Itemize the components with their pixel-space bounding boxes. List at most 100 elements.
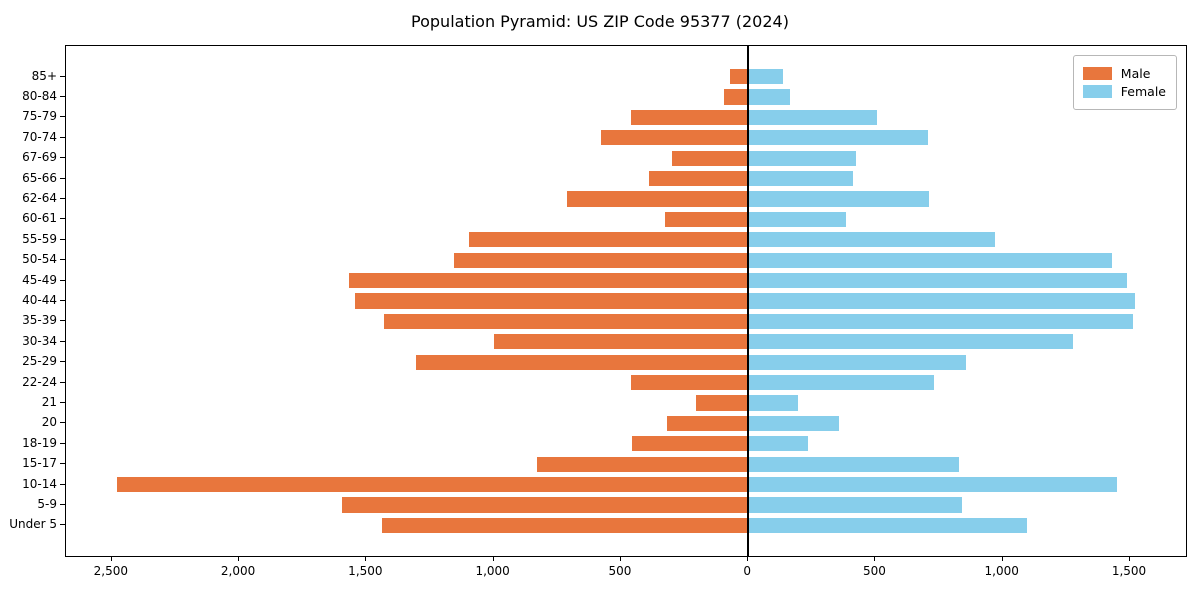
bar-male-35-39 [384,313,749,330]
bar-male-15-17 [536,456,749,472]
legend-item-male: Male [1082,66,1166,81]
bar-female-15-17 [748,456,960,472]
y-axis-tick [60,504,65,505]
bar-male-85+ [730,68,749,85]
x-axis-tick [365,556,367,561]
y-axis-tick [60,116,65,118]
bar-female-45-49 [748,272,1128,289]
bar-male-70-74 [600,130,749,146]
y-axis-tick-label-22-24: 22-24 [22,374,57,389]
bar-male-62-64 [567,191,749,207]
x-axis-tick-label: 2,000 [220,564,256,578]
y-axis-tick [60,442,65,444]
y-axis-tick-label-5-9: 5-9 [37,497,57,511]
bar-female-30-34 [748,334,1073,350]
y-axis-tick [60,422,65,424]
y-axis-tick-label-20: 20 [41,415,57,430]
bar-female-62-64 [748,191,929,207]
y-axis-tick-label-30-34: 30-34 [22,333,57,348]
bar-male-10-14 [116,476,749,493]
bar-female-25-29 [748,354,966,370]
y-axis-tick [60,75,65,77]
y-axis-tick-label-21: 21 [41,395,57,409]
x-axis-tick-label: 1,000 [984,564,1019,578]
x-axis-tick [110,556,112,561]
y-axis-tick-label-25-29: 25-29 [22,354,57,369]
y-axis-tick [60,381,65,383]
y-axis-tick [60,320,65,322]
x-axis-tick-label: 0 [743,564,751,578]
legend: Male Female [1072,55,1177,110]
plot-area: Male Female [65,45,1187,557]
bar-male-40-44 [354,293,749,309]
y-axis-tick-label-10-14: 10-14 [22,476,57,491]
y-axis-tick-label-50-54: 50-54 [22,252,57,267]
y-axis-tick-label-85+: 85+ [31,68,57,83]
legend-swatch-female [1082,85,1112,98]
bar-male-20 [666,415,749,432]
x-axis-tick-label: 1,000 [475,564,510,578]
bar-male-55-59 [469,232,749,248]
y-axis-tick-label-18-19: 18-19 [22,435,57,450]
bar-female-50-54 [748,252,1113,268]
bar-female-35-39 [748,313,1133,330]
bar-female-65-66 [748,170,853,187]
bar-female-60-61 [748,211,847,228]
bar-female-20 [748,415,839,432]
x-axis-tick [1129,556,1130,561]
y-axis-tick [60,361,65,363]
x-axis-tick-label: 1,500 [1111,564,1147,578]
y-axis-tick [60,402,65,403]
chart-title: Population Pyramid: US ZIP Code 95377 (2… [411,12,789,31]
bar-female-67-69 [748,150,857,166]
y-axis-tick [60,218,65,220]
y-axis-tick-label-65-66: 65-66 [22,170,57,185]
y-axis-tick-label-75-79: 75-79 [22,109,57,124]
bar-female-22-24 [748,374,934,391]
y-axis-tick [60,96,65,97]
y-axis-tick-label-60-61: 60-61 [22,211,57,226]
y-axis-tick-label-80-84: 80-84 [22,89,57,103]
bar-female-10-14 [748,476,1118,493]
x-axis-tick [747,556,749,561]
y-axis-tick [60,524,65,526]
x-axis-tick [238,556,240,561]
y-axis-tick [60,177,65,179]
bar-male-45-49 [348,272,749,289]
y-axis-tick-label-62-64: 62-64 [22,191,57,205]
x-axis-tick [619,556,621,561]
bar-female-21 [748,395,798,411]
bar-female-55-59 [748,232,996,248]
bar-female-75-79 [748,109,877,126]
y-axis-tick-label-45-49: 45-49 [22,272,57,287]
y-axis-tick-label-15-17: 15-17 [22,456,57,471]
bar-female-under-5 [748,517,1027,534]
x-axis-tick-label: 1,500 [348,564,383,578]
bar-male-21 [696,395,749,411]
legend-swatch-male [1082,67,1112,80]
y-axis-tick-label-55-59: 55-59 [22,231,57,246]
bar-male-22-24 [631,374,749,391]
bar-male-30-34 [493,334,749,350]
x-axis-tick [874,556,876,561]
legend-item-female: Female [1082,84,1166,99]
x-axis-tick [1001,556,1003,561]
y-axis-tick [60,463,65,465]
bar-male-75-79 [631,109,749,126]
bar-female-80-84 [748,89,791,105]
bar-male-60-61 [665,211,749,228]
zero-axis-line [747,46,749,556]
bar-female-18-19 [748,436,808,452]
y-axis-tick [60,198,65,199]
x-axis-tick-label: 500 [608,564,632,578]
y-axis-tick [60,259,65,261]
y-axis-tick [60,157,65,159]
bar-female-85+ [748,68,783,85]
y-axis-tick [60,300,65,301]
y-axis-tick-label-35-39: 35-39 [22,313,57,328]
y-axis-tick [60,136,65,138]
x-axis-tick-label: 500 [863,564,886,578]
y-axis-tick [60,340,65,342]
bar-male-under-5 [381,517,749,534]
